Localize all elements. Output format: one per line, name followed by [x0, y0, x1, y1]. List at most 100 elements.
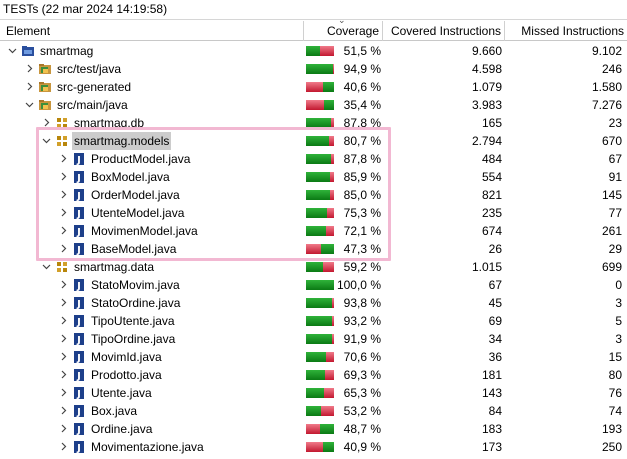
chevron-right-icon[interactable]	[57, 312, 69, 330]
missed-instructions-cell: 3	[615, 332, 622, 346]
chevron-down-icon[interactable]	[40, 258, 52, 276]
element-label: smartmag.db	[74, 116, 145, 130]
coverage-percent: 87,8 %	[343, 152, 381, 166]
svg-text:J: J	[76, 155, 81, 166]
chevron-right-icon[interactable]	[57, 330, 69, 348]
chevron-right-icon[interactable]	[40, 114, 52, 132]
tree-row[interactable]: J BoxModel.java 85,9 % 554 91	[0, 168, 627, 186]
missed-bar-segment	[306, 82, 323, 92]
chevron-right-icon[interactable]	[57, 150, 69, 168]
chevron-right-icon[interactable]	[57, 366, 69, 384]
covered-bar-segment	[323, 442, 334, 452]
tree-row[interactable]: J OrderModel.java 85,0 % 821 145	[0, 186, 627, 204]
tree-row[interactable]: J ProductModel.java 87,8 % 484 67	[0, 150, 627, 168]
missed-bar-segment	[320, 46, 334, 56]
column-coverage[interactable]: Coverage	[304, 21, 383, 41]
tree-row[interactable]: J Utente.java 65,3 % 143 76	[0, 384, 627, 402]
element-label: MovimId.java	[91, 350, 162, 364]
chevron-right-icon[interactable]	[57, 294, 69, 312]
tree-row[interactable]: J Movimentazione.java 40,9 % 173 250	[0, 438, 627, 456]
covered-instructions-cell: 554	[481, 170, 502, 184]
chevron-down-icon[interactable]	[40, 132, 52, 150]
tree-row[interactable]: J UtenteModel.java 75,3 % 235 77	[0, 204, 627, 222]
chevron-right-icon[interactable]	[57, 186, 69, 204]
chevron-right-icon[interactable]	[57, 222, 69, 240]
coverage-cell: 100,0 %	[304, 276, 383, 294]
chevron-right-icon[interactable]	[23, 60, 35, 78]
missed-bar-segment	[333, 64, 334, 74]
element-cell: J MovimenModel.java	[0, 222, 304, 240]
chevron-right-icon[interactable]	[57, 420, 69, 438]
chevron-right-icon[interactable]	[57, 276, 69, 294]
covered-bar-segment	[306, 118, 331, 128]
tree-row[interactable]: src-generated 40,6 % 1.079 1.580	[0, 78, 627, 96]
tree-row[interactable]: J MovimenModel.java 72,1 % 674 261	[0, 222, 627, 240]
tree-row[interactable]: src/main/java 35,4 % 3.983 7.276	[0, 96, 627, 114]
source-folder-icon	[38, 98, 52, 112]
covered-instructions-cell: 173	[481, 440, 502, 454]
element-cell: J BoxModel.java	[0, 168, 304, 186]
tree-row[interactable]: J TipoOrdine.java 91,9 % 34 3	[0, 330, 627, 348]
svg-text:J: J	[76, 281, 81, 292]
chevron-right-icon[interactable]	[57, 240, 69, 258]
coverage-percent: 91,9 %	[343, 332, 381, 346]
tree-row[interactable]: J Box.java 53,2 % 84 74	[0, 402, 627, 420]
missed-bar-segment	[332, 334, 334, 344]
missed-instructions-cell: 9.102	[591, 44, 622, 58]
element-label: TipoOrdine.java	[91, 332, 176, 346]
element-cell: smartmag	[0, 42, 304, 60]
svg-text:J: J	[76, 425, 81, 436]
coverage-cell: 70,6 %	[304, 348, 383, 366]
package-icon	[55, 260, 69, 274]
tree-row[interactable]: J StatoMovim.java 100,0 % 67 0	[0, 276, 627, 294]
tree-row[interactable]: smartmag.models 80,7 % 2.794 670	[0, 132, 627, 150]
coverage-cell: 47,3 %	[304, 240, 383, 258]
java-file-icon: J	[72, 368, 86, 382]
column-header: Element Coverage Covered Instructions Mi…	[0, 21, 627, 41]
covered-bar-segment	[306, 352, 326, 362]
covered-instructions-cell: 45	[488, 296, 502, 310]
java-file-icon: J	[72, 350, 86, 364]
covered-bar-segment	[306, 406, 321, 416]
svg-text:J: J	[76, 389, 81, 400]
covered-instructions-cell: 67	[488, 278, 502, 292]
chevron-right-icon[interactable]	[57, 204, 69, 222]
covered-instructions-cell: 34	[488, 332, 502, 346]
chevron-right-icon[interactable]	[57, 438, 69, 456]
java-file-icon: J	[72, 296, 86, 310]
coverage-bar	[306, 64, 334, 74]
chevron-right-icon[interactable]	[23, 78, 35, 96]
coverage-cell: 51,5 %	[304, 42, 383, 60]
coverage-bar	[306, 352, 334, 362]
view-title: TESTs (22 mar 2024 14:19:58)	[0, 0, 627, 20]
chevron-right-icon[interactable]	[57, 402, 69, 420]
chevron-down-icon[interactable]	[6, 42, 18, 60]
tree-row[interactable]: J BaseModel.java 47,3 % 26 29	[0, 240, 627, 258]
coverage-cell: 94,9 %	[304, 60, 383, 78]
tree-row[interactable]: src/test/java 94,9 % 4.598 246	[0, 60, 627, 78]
coverage-cell: 35,4 %	[304, 96, 383, 114]
tree-row[interactable]: J TipoUtente.java 93,2 % 69 5	[0, 312, 627, 330]
coverage-bar	[306, 262, 334, 272]
chevron-down-icon[interactable]	[23, 96, 35, 114]
column-covered-instructions[interactable]: Covered Instructions	[383, 21, 505, 41]
svg-text:J: J	[76, 443, 81, 454]
tree-row[interactable]: smartmag.data 59,2 % 1.015 699	[0, 258, 627, 276]
tree-row[interactable]: J Ordine.java 48,7 % 183 193	[0, 420, 627, 438]
column-missed-instructions[interactable]: Missed Instructions	[521, 24, 624, 38]
tree-row[interactable]: J StatoOrdine.java 93,8 % 45 3	[0, 294, 627, 312]
chevron-right-icon[interactable]	[57, 348, 69, 366]
chevron-right-icon[interactable]	[57, 384, 69, 402]
missed-bar-segment	[327, 208, 334, 218]
coverage-cell: 65,3 %	[304, 384, 383, 402]
chevron-right-icon[interactable]	[57, 168, 69, 186]
coverage-cell: 72,1 %	[304, 222, 383, 240]
svg-text:J: J	[76, 407, 81, 418]
tree-row[interactable]: smartmag.db 87,8 % 165 23	[0, 114, 627, 132]
tree-row[interactable]: J Prodotto.java 69,3 % 181 80	[0, 366, 627, 384]
java-file-icon: J	[72, 278, 86, 292]
tree-row[interactable]: J MovimId.java 70,6 % 36 15	[0, 348, 627, 366]
column-element[interactable]: Element	[0, 21, 304, 41]
coverage-cell: 59,2 %	[304, 258, 383, 276]
tree-row[interactable]: smartmag 51,5 % 9.660 9.102	[0, 42, 627, 60]
